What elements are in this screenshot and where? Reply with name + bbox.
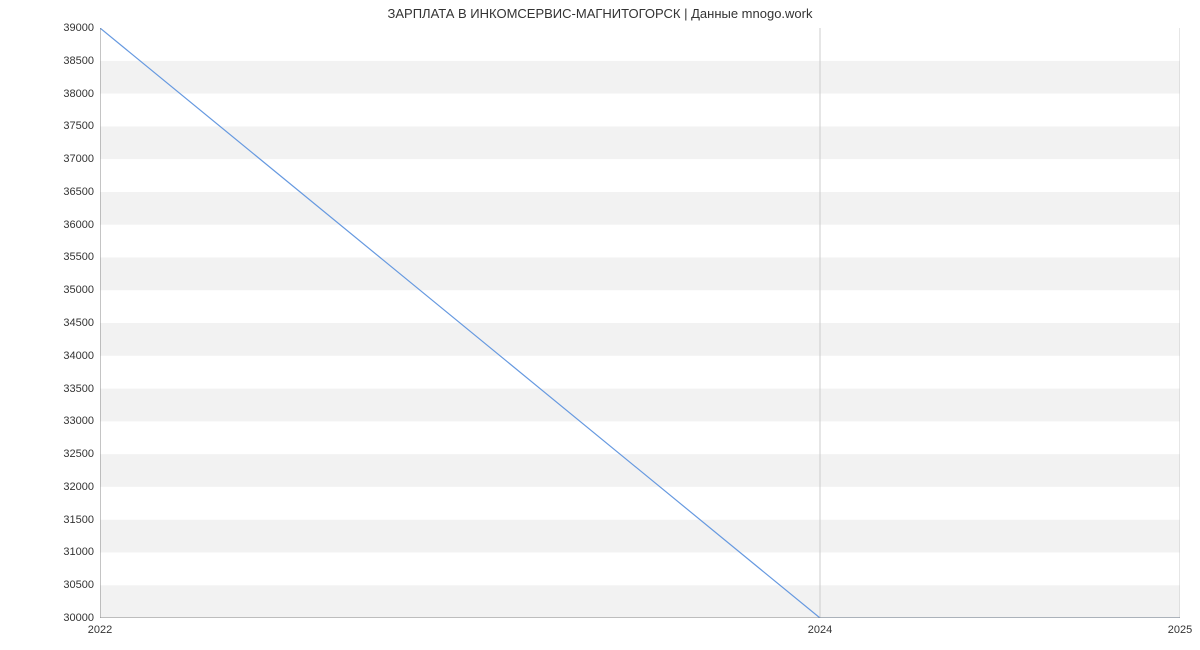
chart-container: ЗАРПЛАТА В ИНКОМСЕРВИС-МАГНИТОГОРСК | Да… — [0, 0, 1200, 650]
y-tick-label: 34500 — [63, 317, 100, 329]
y-tick-label: 35000 — [63, 284, 100, 296]
y-tick-label: 39000 — [63, 22, 100, 34]
y-tick-label: 35500 — [63, 251, 100, 263]
chart-title: ЗАРПЛАТА В ИНКОМСЕРВИС-МАГНИТОГОРСК | Да… — [0, 6, 1200, 21]
grid-band — [100, 257, 1180, 290]
y-tick-label: 32000 — [63, 481, 100, 493]
y-tick-label: 36500 — [63, 186, 100, 198]
grid-band — [100, 585, 1180, 618]
y-tick-label: 34000 — [63, 350, 100, 362]
grid-band — [100, 389, 1180, 422]
grid-band — [100, 159, 1180, 192]
grid-band — [100, 487, 1180, 520]
y-tick-label: 38500 — [63, 55, 100, 67]
y-tick-label: 37000 — [63, 153, 100, 165]
grid-band — [100, 225, 1180, 258]
grid-band — [100, 192, 1180, 225]
y-tick-label: 31500 — [63, 514, 100, 526]
y-tick-label: 36000 — [63, 219, 100, 231]
y-tick-label: 38000 — [63, 88, 100, 100]
y-tick-label: 30500 — [63, 579, 100, 591]
y-tick-label: 32500 — [63, 448, 100, 460]
grid-band — [100, 126, 1180, 159]
grid-band — [100, 520, 1180, 553]
grid-band — [100, 356, 1180, 389]
y-tick-label: 33000 — [63, 415, 100, 427]
x-tick-label: 2025 — [1168, 618, 1192, 636]
y-tick-label: 37500 — [63, 120, 100, 132]
grid-band — [100, 323, 1180, 356]
x-tick-label: 2022 — [88, 618, 112, 636]
grid-band — [100, 421, 1180, 454]
y-tick-label: 33500 — [63, 383, 100, 395]
grid-band — [100, 290, 1180, 323]
grid-band — [100, 552, 1180, 585]
x-tick-label: 2024 — [808, 618, 832, 636]
y-tick-label: 31000 — [63, 546, 100, 558]
plot-area: 3000030500310003150032000325003300033500… — [100, 28, 1180, 618]
grid-band — [100, 94, 1180, 127]
grid-band — [100, 28, 1180, 61]
grid-band — [100, 61, 1180, 94]
